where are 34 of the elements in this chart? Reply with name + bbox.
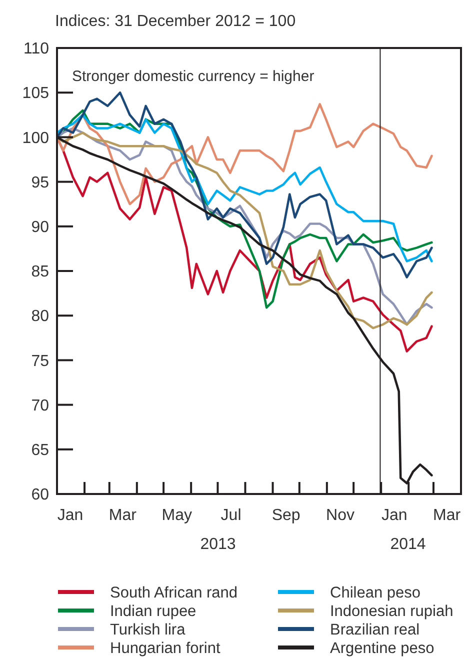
y-tick-label: 100 (22, 130, 50, 147)
y-tick-label: 60 (31, 486, 50, 504)
x-tick-label: Sep (272, 507, 300, 524)
legend-label: Argentine peso (330, 640, 434, 657)
y-tick-label: 95 (31, 174, 50, 192)
y-tick-label: 110 (23, 40, 50, 58)
x-tick-label: Jan (382, 507, 408, 524)
legend-label: Indian rupee (110, 602, 196, 620)
annotation: Stronger domestic currency = higher (72, 68, 314, 85)
y-tick-label: 70 (31, 397, 50, 414)
line-series (57, 103, 433, 206)
x-tick-label: Mar (108, 507, 138, 524)
line-series (57, 91, 433, 278)
legend-label: Hungarian forint (110, 640, 221, 657)
y-tick-label: 90 (31, 219, 50, 236)
x-tick-label: Jan (57, 507, 84, 524)
legend-label: Brazilian real (330, 621, 420, 638)
text: 2013 (200, 536, 236, 553)
x-tick-label: May (162, 507, 192, 524)
x-tick-label: Mar (433, 507, 462, 524)
y-tick-label: 105 (22, 85, 50, 102)
legend-label: Turkish lira (110, 621, 186, 638)
y-tick-label: 80 (31, 308, 50, 326)
legend-label: South African rand (110, 584, 238, 602)
x-tick-label: Nov (326, 507, 354, 524)
legend-label: Chilean peso (330, 584, 420, 602)
y-tick-label: 75 (31, 352, 50, 370)
y-axis-title: Indices: 31 December 2012 = 100 (55, 13, 296, 30)
text: 2014 (390, 536, 426, 553)
line-series (57, 114, 433, 262)
y-tick-label: 85 (31, 264, 50, 281)
x-tick-label: Jul (220, 507, 242, 524)
y-tick-label: 65 (31, 442, 50, 459)
legend-label: Indonesian rupiah (330, 602, 454, 620)
